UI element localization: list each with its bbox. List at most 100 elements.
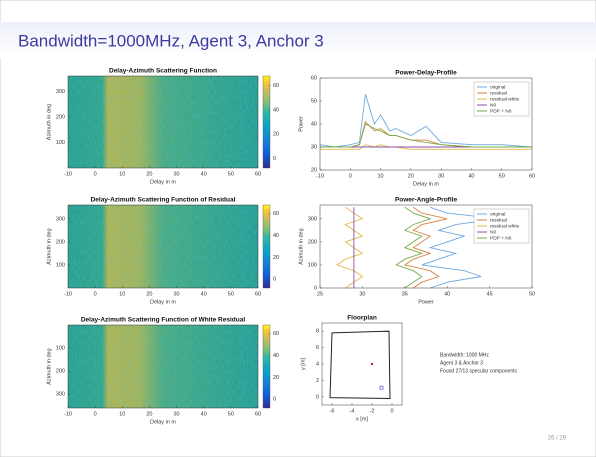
page-number: 26 / 29 xyxy=(548,436,567,442)
x-axis-label: x [m] xyxy=(356,416,368,422)
y-tick-label: 100 xyxy=(56,346,65,352)
x-tick-label: 40 xyxy=(201,411,207,417)
y-tick-label: 6 xyxy=(316,345,319,351)
x-tick-label: -10 xyxy=(64,171,72,177)
plot-lines xyxy=(336,206,499,289)
x-tick-label: -10 xyxy=(316,173,324,179)
legend-label: original xyxy=(490,211,505,217)
chart-title: Power-Angle-Profile xyxy=(395,197,458,204)
y-tick-label: 200 xyxy=(56,369,65,375)
chart-title: Delay-Azimuth Scattering Function of Whi… xyxy=(81,317,246,324)
x-tick-label: 30 xyxy=(174,411,180,417)
colorbar xyxy=(262,75,271,169)
series-line xyxy=(320,123,532,148)
y-tick-label: 300 xyxy=(56,89,65,95)
heatmap-noise xyxy=(68,76,258,168)
x-tick-label: 30 xyxy=(359,291,365,297)
x-tick-label: 50 xyxy=(529,291,535,297)
y-tick-label: 100 xyxy=(56,140,65,146)
y-tick-label: 200 xyxy=(308,239,317,245)
y-axis-label: Power xyxy=(298,116,304,132)
x-tick-label: 0 xyxy=(94,291,97,297)
series-line xyxy=(395,206,432,289)
y-tick-label: 40 xyxy=(311,121,317,127)
colorbar xyxy=(262,324,271,409)
x-tick-label: 30 xyxy=(174,291,180,297)
x-tick-label: 10 xyxy=(119,291,125,297)
y-tick-label: 300 xyxy=(56,392,65,398)
x-axis-label: Delay in m xyxy=(150,299,176,305)
heatmap-noise xyxy=(68,205,258,288)
plot-lines xyxy=(319,93,533,150)
y-axis-label: Azimuth in deg xyxy=(46,348,52,384)
x-tick-label: 45 xyxy=(487,291,493,297)
chart-title: Delay-Azimuth Scattering Function of Res… xyxy=(91,197,236,204)
legend-label: residual white xyxy=(490,223,520,229)
x-tick-label: 10 xyxy=(119,411,125,417)
x-tick-label: -10 xyxy=(64,291,72,297)
y-axis-label: y [m] xyxy=(300,358,306,370)
x-tick-label: 50 xyxy=(499,173,505,179)
colorbar xyxy=(262,204,271,289)
colorbar-tick-label: 60 xyxy=(273,211,279,217)
chart-title: Power-Delay-Profile xyxy=(395,70,457,77)
x-tick-label: 30 xyxy=(438,173,444,179)
x-tick-label: 20 xyxy=(146,291,152,297)
legend-label: original xyxy=(490,84,505,90)
x-tick-label: -2 xyxy=(370,408,375,414)
x-axis-label: Delay in m xyxy=(150,419,176,425)
x-tick-label: 0 xyxy=(94,171,97,177)
x-tick-label: 10 xyxy=(119,171,125,177)
y-axis-label: Azimuth in deg xyxy=(46,228,52,264)
colorbar-tick-label: 60 xyxy=(273,83,279,89)
x-tick-label: 40 xyxy=(201,291,207,297)
x-tick-label: 0 xyxy=(390,408,393,414)
colorbar-tick-label: 60 xyxy=(273,331,279,337)
y-tick-label: 8 xyxy=(316,329,319,335)
plot-frame xyxy=(67,324,259,409)
x-tick-label: 20 xyxy=(408,173,414,179)
plot-frame xyxy=(319,204,533,289)
chart-title: Delay-Azimuth Scattering Function xyxy=(109,68,217,75)
agent-marker xyxy=(370,362,374,366)
y-tick-label: 200 xyxy=(56,239,65,245)
x-tick-label: 35 xyxy=(402,291,408,297)
legend-label: N0 xyxy=(490,102,496,108)
colorbar-tick-label: 0 xyxy=(273,397,276,403)
colorbar-tick-label: 20 xyxy=(273,255,279,261)
y-tick-label: 0 xyxy=(314,285,317,291)
x-tick-label: 50 xyxy=(228,291,234,297)
x-axis-label: Power xyxy=(418,299,434,305)
room-outline xyxy=(329,330,391,399)
y-tick-label: 50 xyxy=(311,98,317,104)
series-line xyxy=(403,206,448,289)
y-tick-label: 60 xyxy=(311,75,317,81)
colorbar-tick-label: 0 xyxy=(273,277,276,283)
legend-label: residual xyxy=(490,217,507,223)
x-tick-label: 50 xyxy=(228,171,234,177)
x-tick-label: 40 xyxy=(201,171,207,177)
annotation: Found 27/13 specular components xyxy=(440,368,517,374)
y-tick-label: 300 xyxy=(308,216,317,222)
x-tick-label: 40 xyxy=(468,173,474,179)
chart-title: Floorplan xyxy=(347,315,377,322)
y-tick-label: 20 xyxy=(311,167,317,173)
x-tick-label: 60 xyxy=(255,291,261,297)
x-tick-label: -10 xyxy=(64,411,72,417)
x-tick-label: 20 xyxy=(146,171,152,177)
x-axis-label: Delay in m xyxy=(413,181,439,187)
annotation: Bandwidth: 1000 MHz xyxy=(440,352,489,358)
x-tick-label: 60 xyxy=(529,173,535,179)
series-line xyxy=(319,93,533,148)
x-tick-label: 40 xyxy=(444,291,450,297)
y-tick-label: 0 xyxy=(316,394,319,400)
x-tick-label: 30 xyxy=(174,171,180,177)
heatmap-noise xyxy=(68,325,258,408)
x-tick-label: 60 xyxy=(255,171,261,177)
plot-frame xyxy=(67,204,259,289)
x-tick-label: 20 xyxy=(146,411,152,417)
plot-frame xyxy=(67,75,259,169)
colorbar-tick-label: 20 xyxy=(273,375,279,381)
colorbar-tick-label: 40 xyxy=(273,107,279,113)
